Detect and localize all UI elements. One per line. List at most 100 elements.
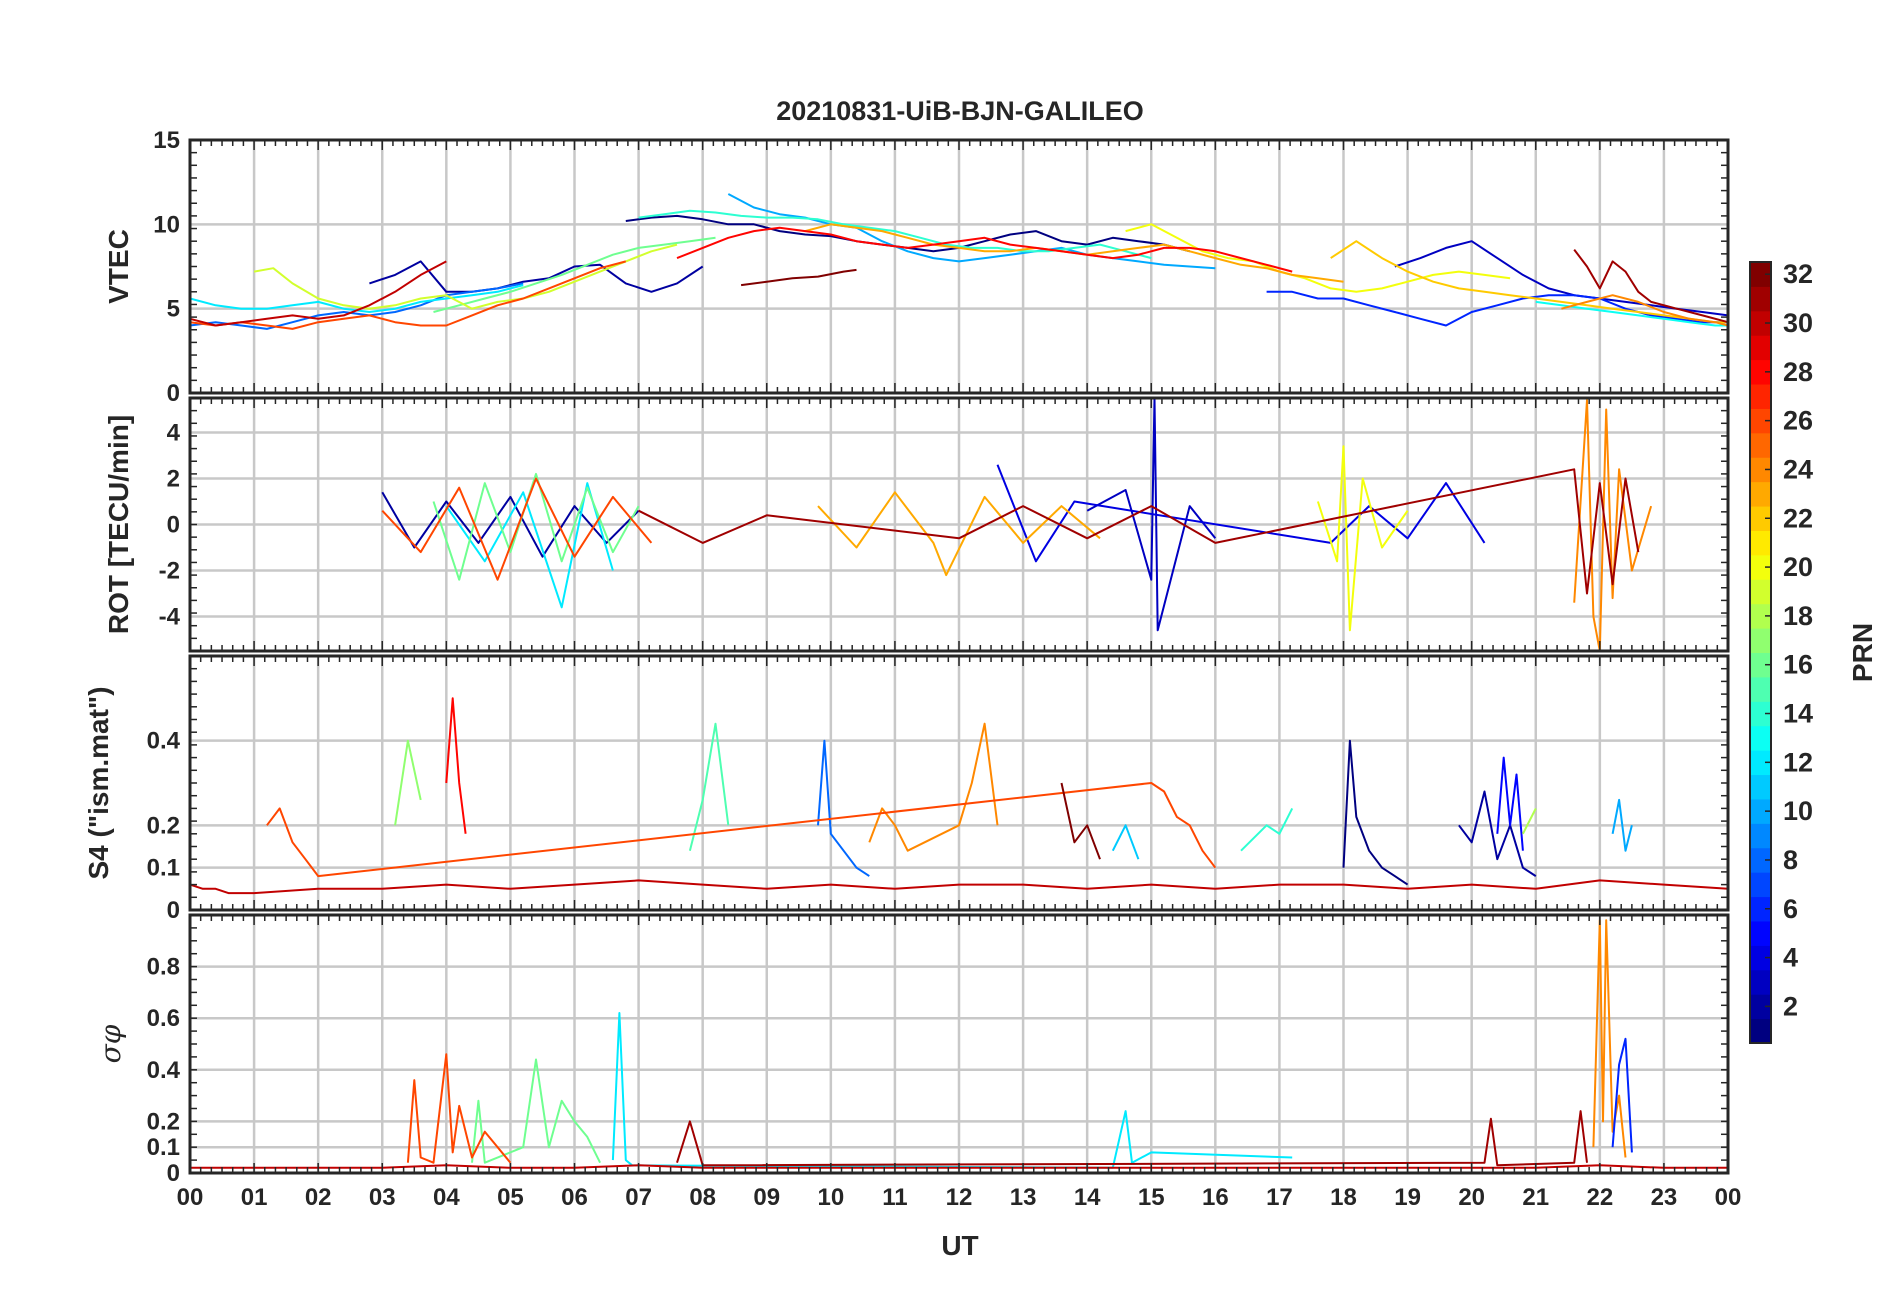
series-line-prn-10	[1611, 798, 1633, 852]
series-line-prn-5	[1496, 756, 1524, 851]
x-tick-label: 22	[1586, 1184, 1613, 1211]
series-line-prn-26	[266, 782, 1217, 878]
x-tick-label: 08	[689, 1184, 716, 1211]
panel-2-frame	[188, 396, 1730, 653]
x-tick-label: 00	[177, 1184, 204, 1211]
series-line-prn-17	[394, 739, 422, 826]
colorbar-cell	[1750, 676, 1771, 702]
colorbar-cell	[1750, 945, 1771, 971]
colorbar-cell	[1750, 359, 1771, 385]
colorbar-cell	[1750, 335, 1771, 361]
series-line-prn-28	[445, 697, 467, 834]
series-line-prn-31	[1573, 248, 1729, 324]
series-line-prn-1	[1342, 739, 1409, 886]
series-line-prn-8	[817, 739, 870, 877]
series-line-prn-16	[432, 472, 640, 581]
x-tick-label: 00	[1715, 1184, 1742, 1211]
x-tick-label: 11	[882, 1184, 907, 1211]
colorbar-cell	[1750, 652, 1771, 678]
panel-3-frame	[188, 654, 1730, 912]
y-tick-label: 0	[167, 1160, 180, 1187]
x-tick-label: 16	[1202, 1184, 1229, 1211]
y-tick-label: 2	[167, 466, 180, 493]
colorbar-cell	[1750, 1018, 1771, 1044]
panel-1-frame	[188, 138, 1730, 395]
x-tick-label: 01	[241, 1184, 268, 1211]
x-tick-label: 20	[1458, 1184, 1485, 1211]
colorbar-tick-label: 30	[1783, 308, 1813, 338]
x-tick-label: 05	[497, 1184, 524, 1211]
colorbar-cell	[1750, 798, 1771, 824]
colorbar-tick-label: 4	[1783, 943, 1798, 973]
colorbar-cell	[1750, 530, 1771, 556]
series-line-prn-4	[996, 464, 1486, 563]
series-line-prn-2	[369, 260, 704, 293]
series-line-prn-31	[676, 1110, 1588, 1167]
colorbar-cell	[1750, 262, 1771, 287]
series-line-prn-20	[1316, 445, 1409, 632]
series-line-prn-14	[1240, 807, 1294, 852]
x-tick-label: 14	[1074, 1184, 1101, 1211]
colorbar-cell	[1750, 408, 1771, 434]
series-line-prn-6	[1266, 290, 1728, 327]
y-axis-label: VTEC	[103, 229, 134, 304]
colorbar-tick-label: 12	[1783, 747, 1813, 777]
y-tick-label: 10	[153, 211, 180, 238]
y-tick-label: 0	[167, 512, 180, 539]
colorbar-tick-label: 20	[1783, 552, 1813, 582]
series-line-prn-24	[1561, 294, 1729, 327]
colorbar-cell	[1750, 823, 1771, 849]
colorbar-tick-label: 14	[1783, 699, 1813, 729]
colorbar-cell	[1750, 506, 1771, 531]
colorbar-cell	[1750, 554, 1771, 580]
colorbar-tick-label: 24	[1783, 454, 1813, 484]
y-tick-label: 0	[167, 897, 180, 924]
x-tick-label: 12	[946, 1184, 973, 1211]
colorbar-cell	[1750, 457, 1771, 483]
colorbar-cell	[1750, 579, 1771, 605]
colorbar-cell	[1750, 896, 1771, 922]
colorbar-cell	[1750, 481, 1771, 507]
y-tick-label: 0.2	[147, 1108, 180, 1135]
panel-1: 0 5 10 15 VTEC	[103, 127, 1730, 407]
series-line-prn-16	[433, 236, 716, 313]
x-tick-label: 10	[817, 1184, 844, 1211]
series-line-prn-2	[381, 491, 640, 558]
x-tick-label: 02	[305, 1184, 332, 1211]
y-tick-label: 0.4	[147, 1057, 181, 1084]
y-tick-label: 0.8	[147, 954, 180, 981]
colorbar-frame	[1749, 261, 1772, 1044]
x-tick-label: 06	[561, 1184, 588, 1211]
series-line-prn-15	[688, 722, 730, 851]
colorbar-cell	[1750, 701, 1771, 727]
series-line-prn-32	[1060, 782, 1101, 860]
y-tick-label: 0.4	[147, 728, 181, 755]
series-line-prn-22	[1330, 240, 1728, 324]
series-line-prn-28	[676, 226, 1293, 273]
x-tick-label: 21	[1522, 1184, 1549, 1211]
colorbar-cell	[1750, 286, 1771, 312]
x-tick-label: 19	[1394, 1184, 1421, 1211]
series-line-prn-24	[1573, 399, 1653, 652]
x-tick-label: 17	[1266, 1184, 1293, 1211]
colorbar-cell	[1750, 774, 1771, 800]
y-tick-label: 0.1	[147, 855, 180, 882]
colorbar-tick-label: 2	[1783, 991, 1798, 1021]
series-line-prn-26	[189, 260, 627, 330]
y-tick-label: 0	[167, 380, 180, 407]
colorbar-tick-label: 26	[1783, 406, 1813, 436]
y-axis-label: σφ	[94, 1024, 127, 1063]
x-tick-label: 04	[433, 1184, 460, 1211]
y-axis-label: ROT [TECU/min]	[103, 415, 134, 634]
y-axis-label: S4 ("ism.mat")	[83, 686, 114, 879]
panel-3: 0 0.1 0.2 0.4 S4 ("ism.mat")	[83, 654, 1730, 924]
series-line-prn-16	[471, 1058, 601, 1164]
y-tick-label: 15	[153, 127, 180, 154]
colorbar-cell	[1750, 920, 1771, 946]
colorbar-tick-label: 28	[1783, 357, 1813, 387]
colorbar-cell	[1750, 603, 1771, 629]
colorbar-cell	[1750, 725, 1771, 751]
series-line-prn-2	[1458, 790, 1537, 877]
y-tick-label: 5	[167, 296, 180, 323]
